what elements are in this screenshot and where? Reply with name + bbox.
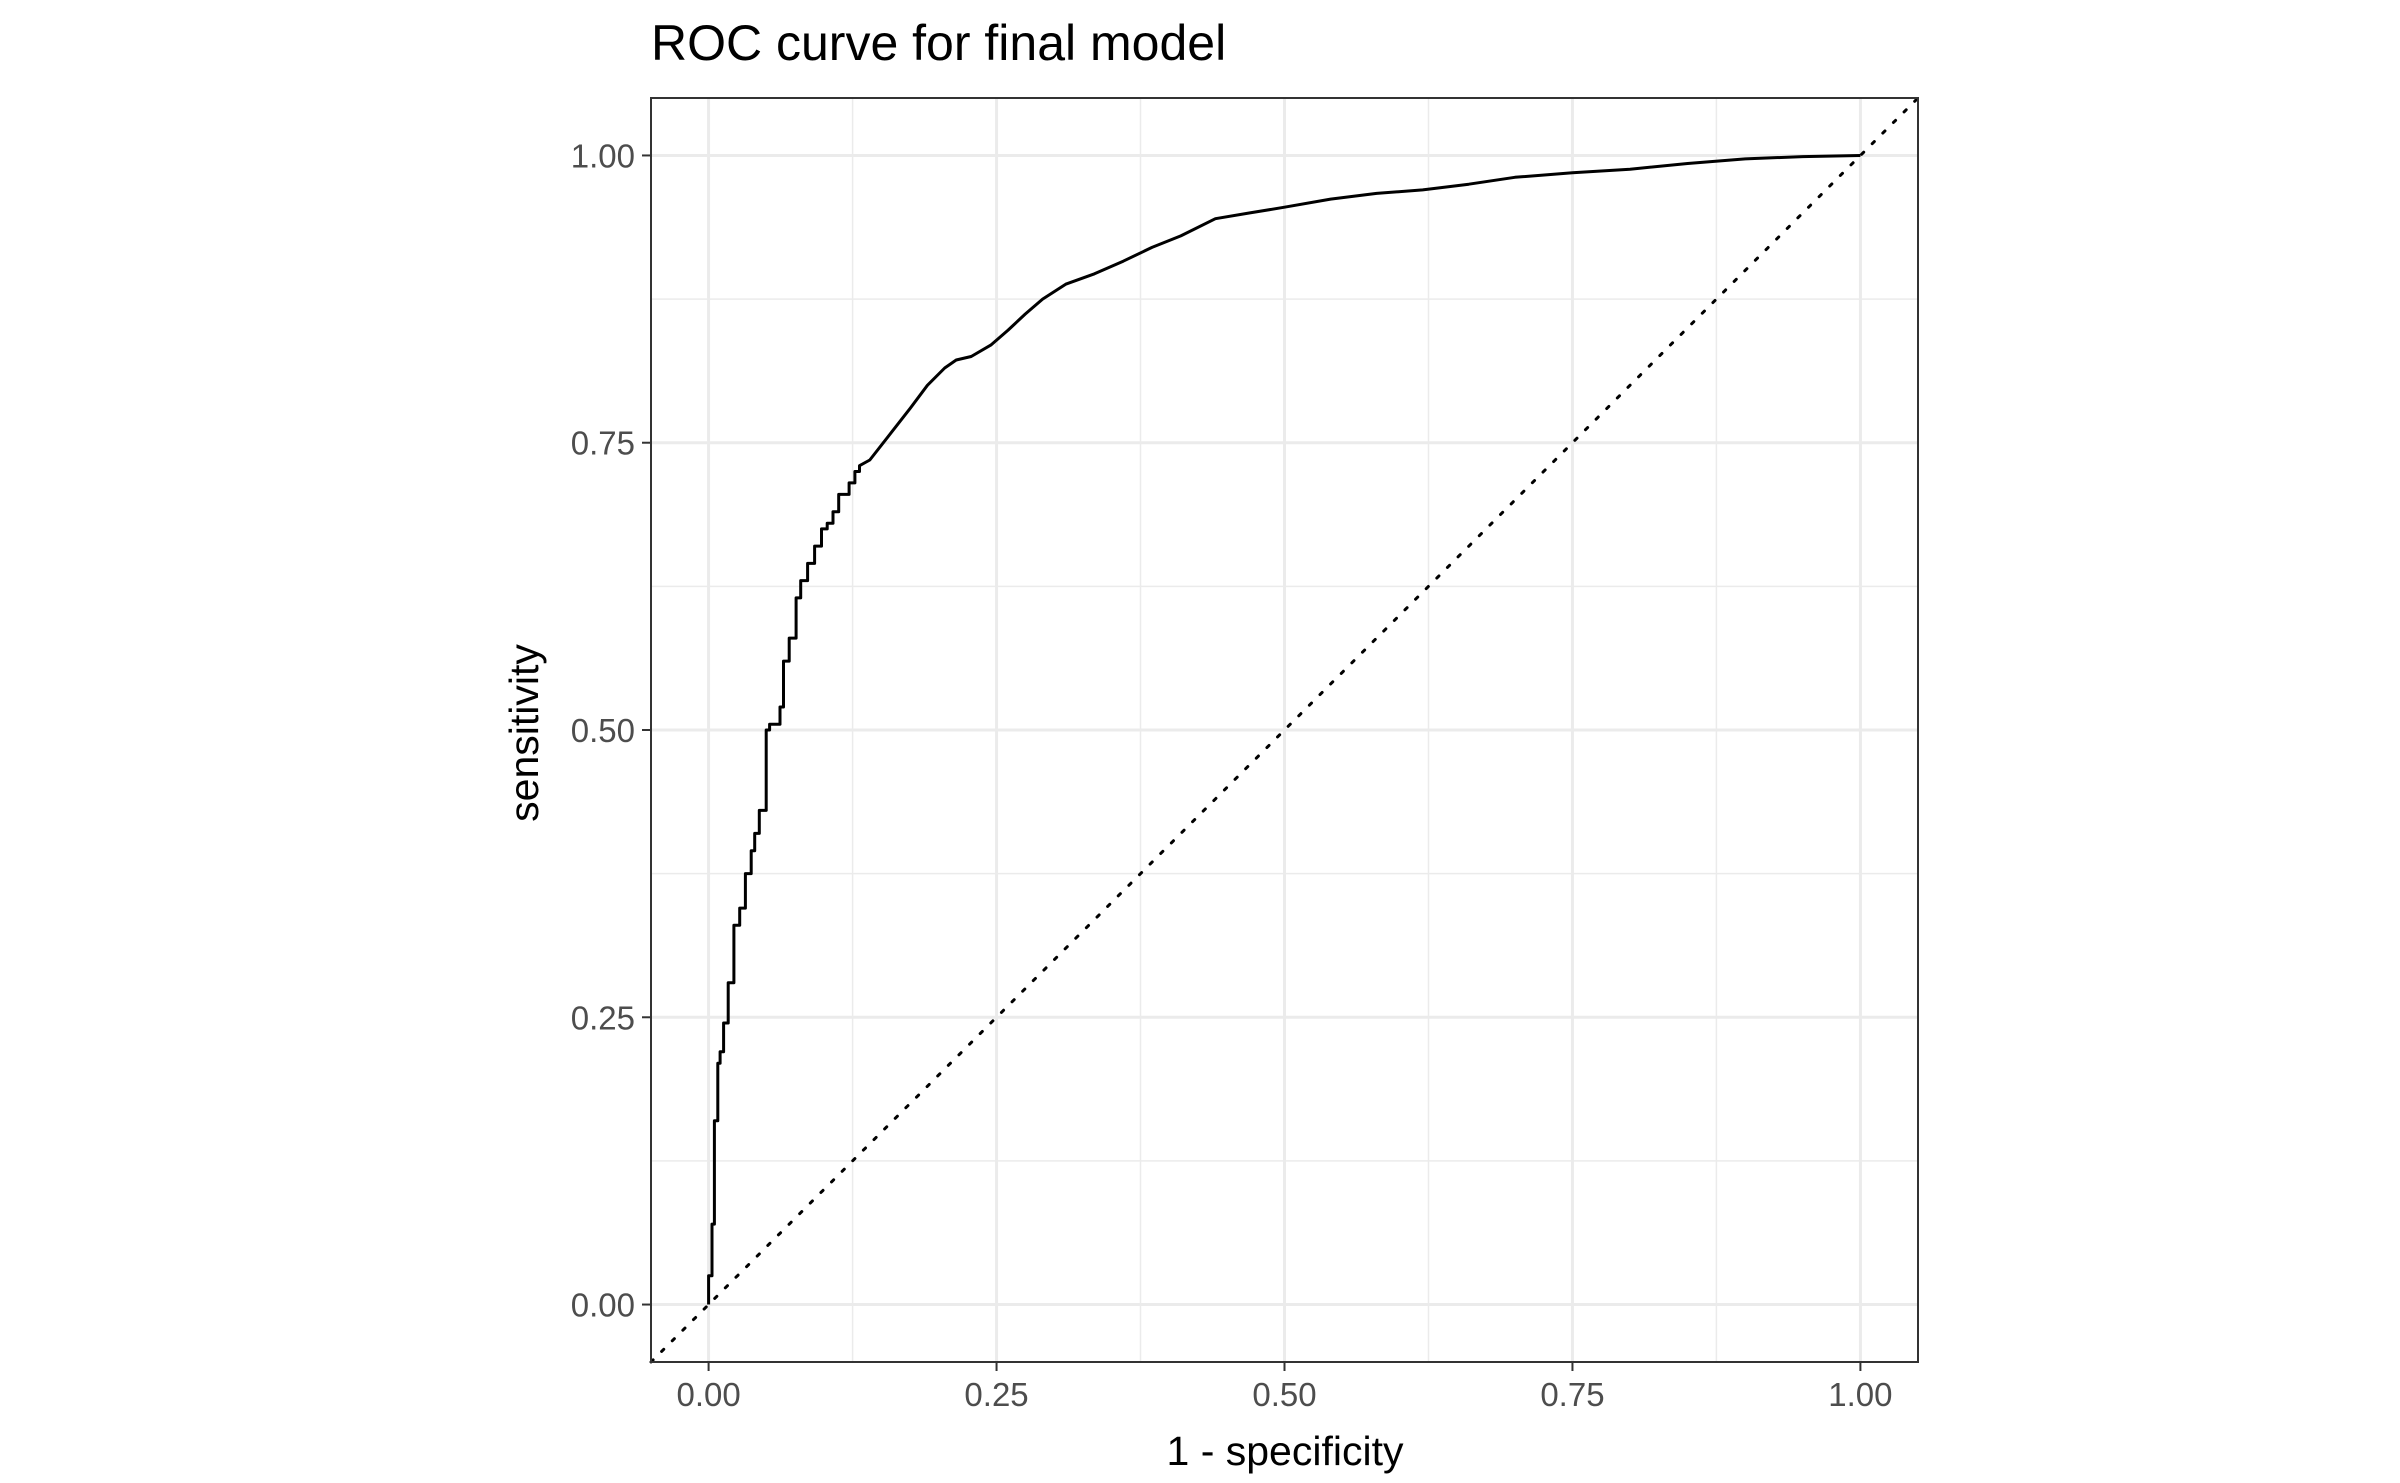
chart-title: ROC curve for final model [651,15,1226,71]
x-tick-label: 0.00 [676,1376,740,1413]
x-axis-title: 1 - specificity [1167,1428,1404,1474]
y-tick-label: 1.00 [571,137,635,174]
x-tick-label: 0.25 [964,1376,1028,1413]
x-tick-label: 0.75 [1540,1376,1604,1413]
roc-curve-line [707,154,1861,1305]
roc-curve [707,154,1861,1305]
x-tick-label: 0.50 [1252,1376,1316,1413]
y-tick-label: 0.00 [571,1287,635,1324]
y-axis-ticks: 0.00 0.25 0.50 0.75 1.00 [571,137,651,1324]
y-tick-label: 0.75 [571,425,635,462]
major-gridlines [651,98,1918,1362]
x-axis-ticks: 0.00 0.25 0.50 0.75 1.00 [676,1362,1893,1413]
y-tick-label: 0.25 [571,999,635,1036]
y-tick-label: 0.50 [571,712,635,749]
x-tick-label: 1.00 [1828,1376,1892,1413]
y-axis-title: sensitivity [501,644,547,822]
